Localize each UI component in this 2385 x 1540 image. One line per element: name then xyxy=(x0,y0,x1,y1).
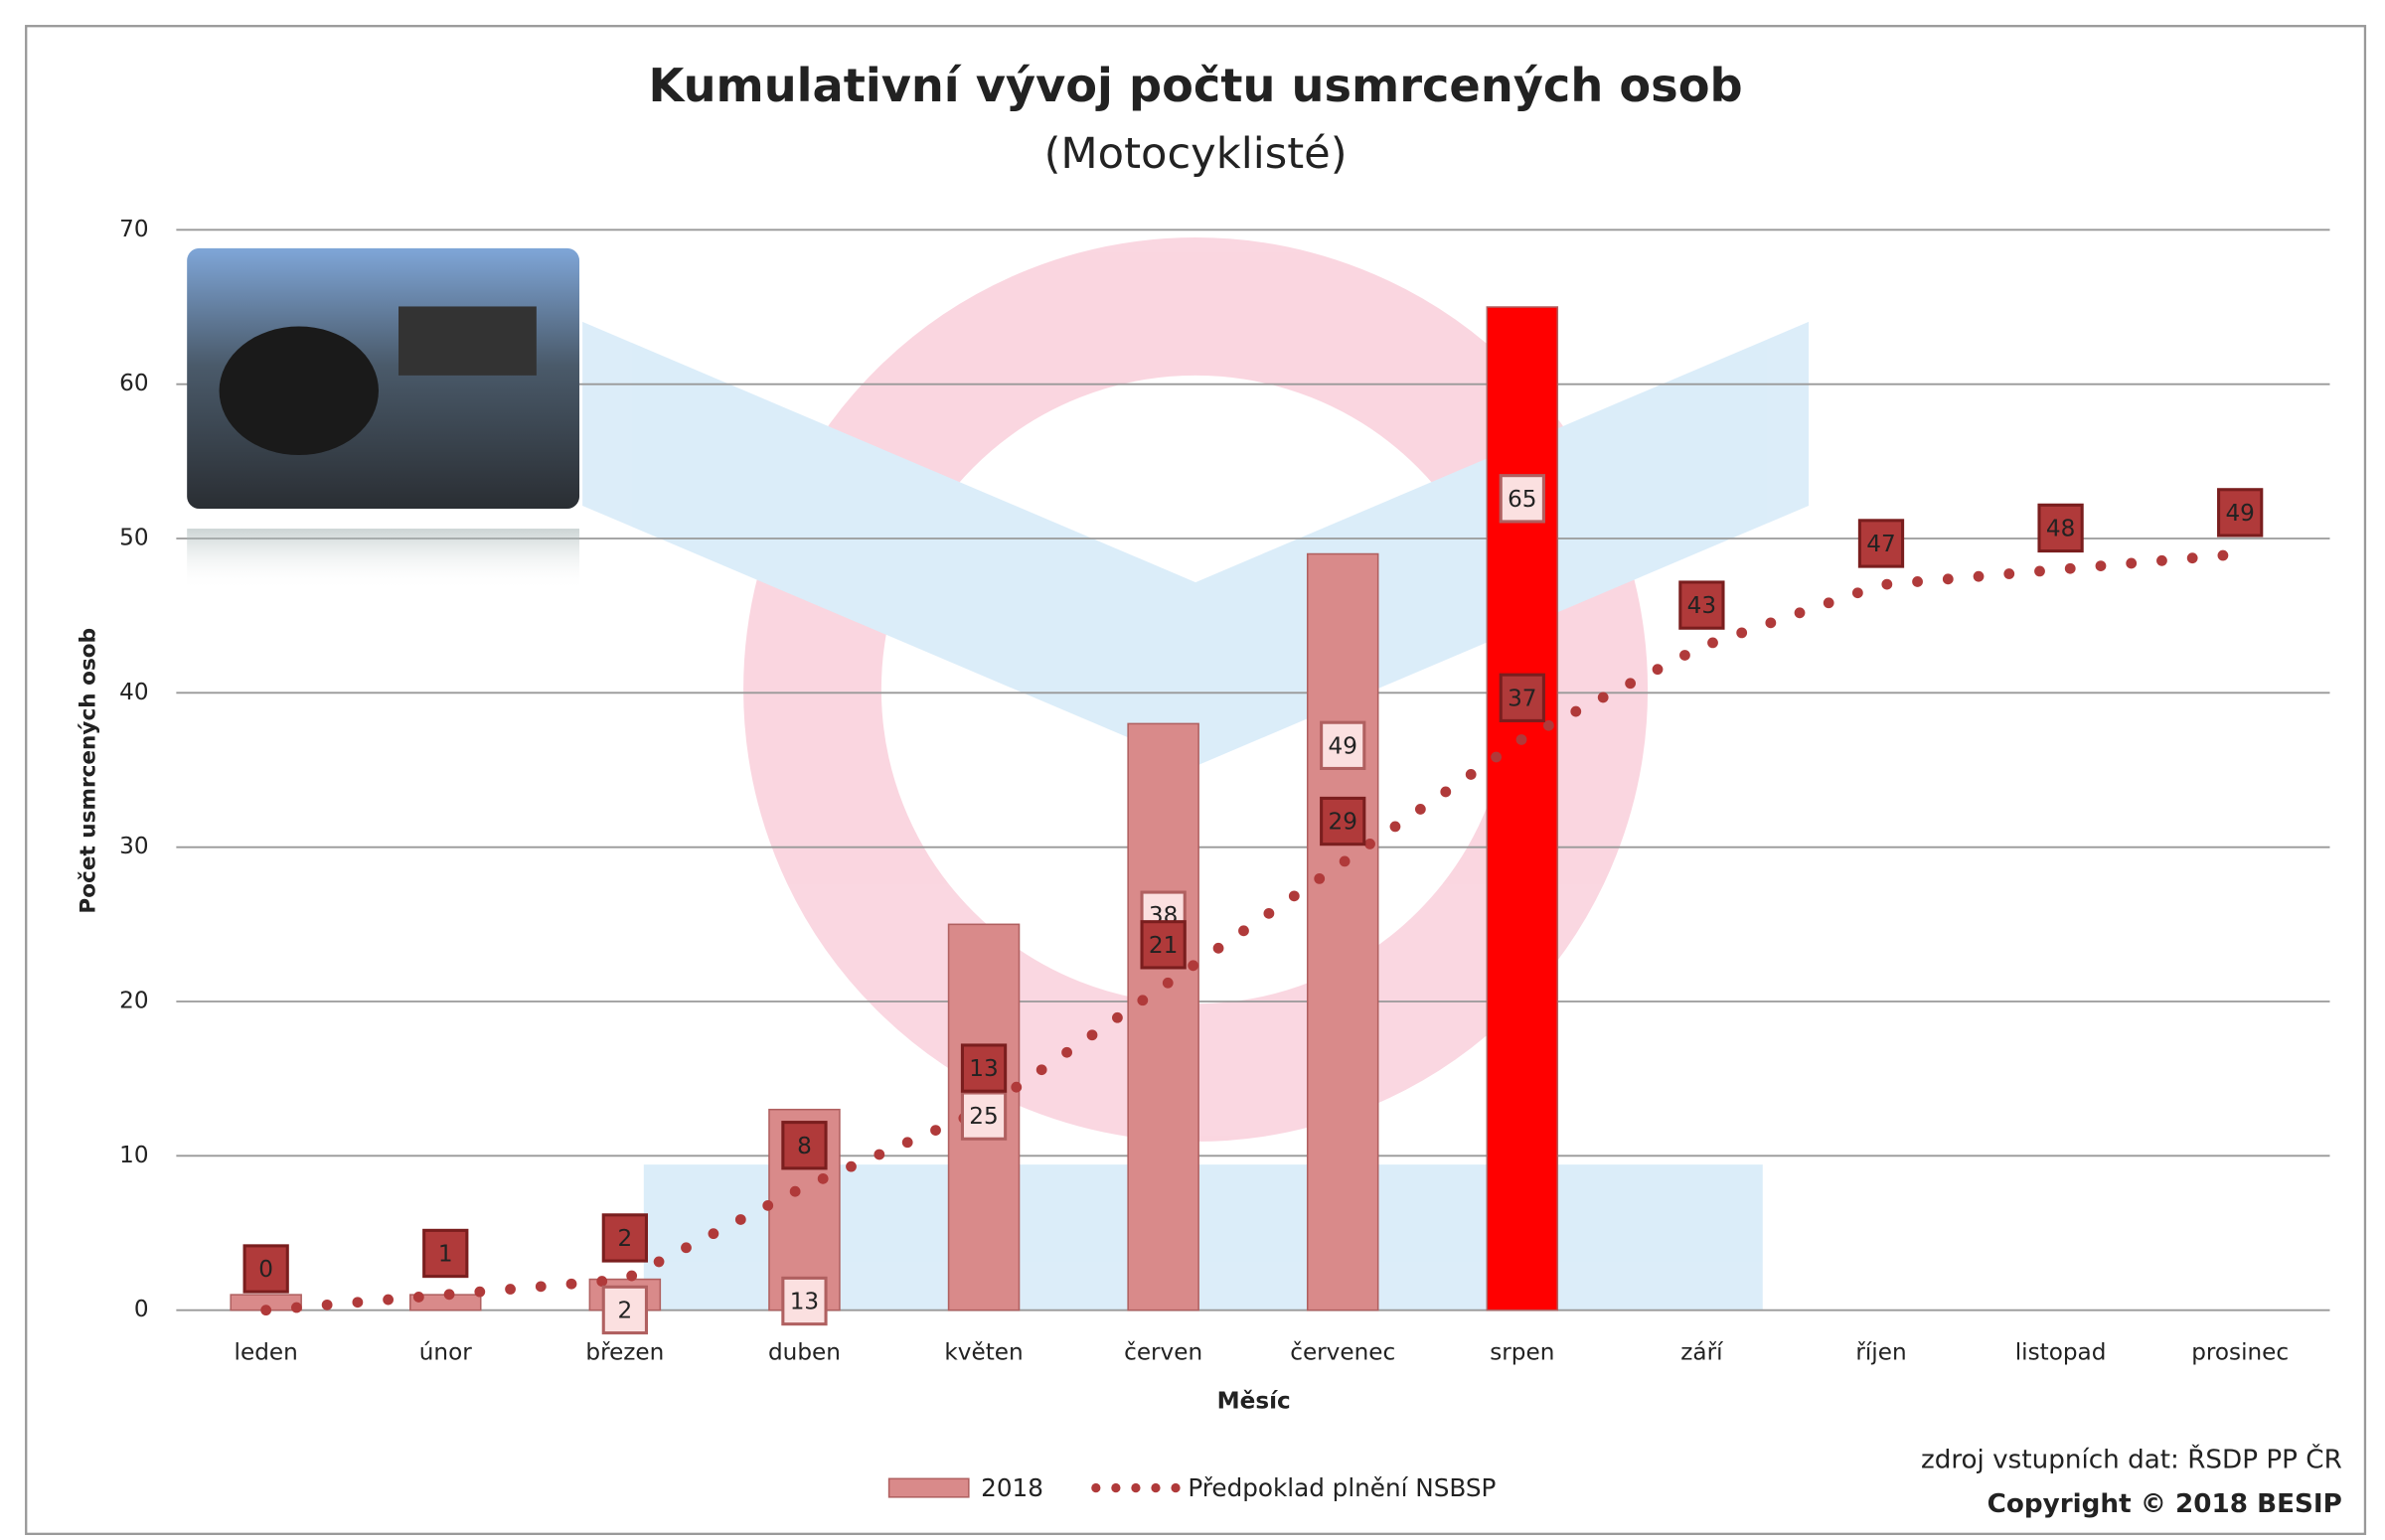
data-label: 0 xyxy=(258,1257,273,1283)
data-label-box xyxy=(601,1285,648,1335)
x-tick-label: červen xyxy=(1124,1339,1202,1365)
copyright: Copyright © 2018 BESIP xyxy=(1988,1489,2342,1519)
legend-label: Předpoklad plnění NSBSP xyxy=(1188,1473,1496,1502)
data-label: 2 xyxy=(617,1226,632,1252)
data-label-box xyxy=(2037,503,2084,553)
bar xyxy=(1127,722,1199,1311)
x-tick-label: srpen xyxy=(1490,1339,1554,1365)
chart-title: Kumulativní vývoj počtu usmrcených osob xyxy=(649,59,1743,112)
data-label: 2 xyxy=(617,1298,632,1323)
x-tick-label: prosinec xyxy=(2191,1339,2289,1365)
data-label-box xyxy=(1857,519,1905,568)
photo xyxy=(187,247,580,590)
data-label: 25 xyxy=(969,1104,998,1130)
data-label: 13 xyxy=(969,1056,998,1082)
x-tick-label: leden xyxy=(235,1339,298,1365)
data-label-box xyxy=(1140,920,1187,970)
y-tick-label: 70 xyxy=(119,217,148,242)
x-tick-label: únor xyxy=(419,1339,472,1365)
data-label: 21 xyxy=(1149,933,1178,959)
data-label-box xyxy=(781,1121,828,1170)
data-label-box xyxy=(781,1276,828,1326)
data-label: 1 xyxy=(438,1242,453,1268)
data-label-box xyxy=(2217,488,2264,538)
y-tick-label: 20 xyxy=(119,988,148,1013)
data-label: 8 xyxy=(797,1134,812,1159)
data-label-box xyxy=(601,1213,648,1263)
x-tick-label: říjen xyxy=(1855,1339,1906,1365)
data-label: 13 xyxy=(790,1290,819,1315)
y-axis-label: Počet usmrcených osob xyxy=(76,628,100,914)
x-axis-label: Měsíc xyxy=(1217,1389,1291,1415)
x-tick-label: září xyxy=(1680,1339,1724,1365)
data-label: 49 xyxy=(2225,501,2254,527)
x-tick-label: červenec xyxy=(1290,1339,1395,1365)
y-tick-label: 30 xyxy=(119,834,148,859)
data-label: 49 xyxy=(1329,733,1357,759)
y-tick-label: 40 xyxy=(119,680,148,705)
data-label-box xyxy=(1678,580,1725,630)
y-tick-label: 0 xyxy=(134,1297,149,1322)
bar xyxy=(1306,552,1379,1311)
data-label-box xyxy=(1499,673,1545,722)
data-label-box xyxy=(1320,796,1366,847)
y-tick-label: 10 xyxy=(119,1143,148,1168)
data-label-box xyxy=(242,1244,289,1294)
data-label: 29 xyxy=(1329,810,1357,836)
data-label: 47 xyxy=(1866,532,1895,557)
x-tick-label: listopad xyxy=(2015,1339,2107,1365)
x-tick-label: březen xyxy=(585,1339,664,1365)
data-label-box xyxy=(1499,474,1545,524)
data-label-box xyxy=(960,1043,1008,1093)
data-label: 43 xyxy=(1687,593,1716,619)
bar xyxy=(1486,306,1559,1311)
y-tick-label: 50 xyxy=(119,526,148,551)
source-note: zdroj vstupních dat: ŘSDP PP ČR xyxy=(1921,1443,2342,1474)
chart-subtitle: (Motocyklisté) xyxy=(1044,129,1348,179)
data-label-box xyxy=(1320,720,1366,770)
data-label-box xyxy=(422,1228,469,1279)
x-tick-label: květen xyxy=(944,1339,1023,1365)
data-label: 65 xyxy=(1508,487,1536,513)
legend-swatch xyxy=(887,1477,970,1498)
legend-label: 2018 xyxy=(981,1473,1043,1502)
x-tick-label: duben xyxy=(768,1339,841,1365)
data-label: 37 xyxy=(1508,686,1536,711)
y-tick-label: 60 xyxy=(119,371,148,396)
data-label-box xyxy=(960,1091,1008,1141)
data-label: 48 xyxy=(2046,516,2075,541)
